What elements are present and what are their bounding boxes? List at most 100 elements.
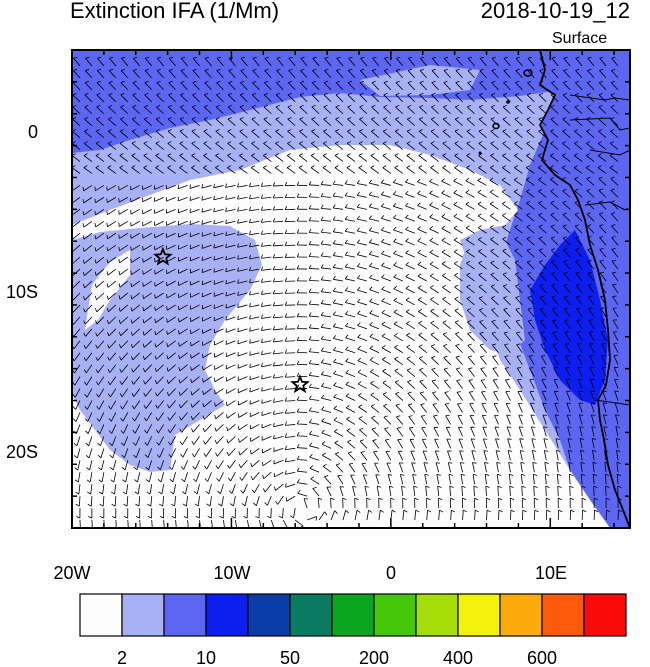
wind-barb-flag	[84, 418, 89, 422]
wind-barb-flag	[579, 414, 584, 416]
wind-barb-flag	[336, 56, 341, 59]
wind-barb-flag	[383, 92, 388, 96]
wind-barb-flag	[287, 141, 292, 144]
wind-barb-flag	[167, 153, 172, 156]
wind-barb	[381, 312, 392, 318]
wind-barb	[249, 340, 260, 344]
wind-barb	[107, 155, 117, 162]
wind-barb-flag	[296, 241, 300, 246]
wind-barb-flag	[261, 302, 263, 307]
wind-barb-flag	[360, 451, 365, 453]
wind-barb	[396, 416, 404, 425]
wind-barb-flag	[520, 450, 525, 452]
wind-barb-flag	[201, 208, 203, 213]
wind-barb-flag	[514, 165, 518, 168]
wind-barb-flag	[335, 141, 339, 144]
wind-barb	[225, 316, 236, 321]
wind-barb-flag	[419, 92, 424, 96]
wind-barb-flag	[393, 250, 397, 254]
wind-barb-flag	[146, 491, 151, 495]
wind-barb	[418, 311, 427, 318]
wind-barb-flag	[288, 80, 293, 83]
wind-barb-flag	[261, 374, 263, 380]
wind-barb-flag	[526, 141, 531, 144]
wind-barb	[467, 58, 475, 67]
wind-barb	[119, 268, 129, 276]
wind-barb-flag	[167, 416, 170, 421]
wind-barb-flag	[610, 188, 615, 191]
wind-barb	[381, 217, 391, 222]
wind-barb	[419, 94, 428, 103]
wind-barb-flag	[407, 391, 412, 394]
wind-barb	[505, 391, 511, 401]
wind-barb	[429, 181, 439, 186]
wind-barb	[335, 106, 344, 115]
wind-barb-flag	[381, 274, 385, 278]
wind-barb-flag	[264, 92, 269, 96]
wind-barb	[417, 181, 427, 186]
wind-barb-flag	[368, 203, 373, 208]
wind-barb	[496, 474, 499, 485]
wind-barb	[107, 256, 117, 264]
wind-barb	[538, 130, 547, 138]
wind-barb	[574, 143, 583, 150]
wind-barb-flag	[492, 367, 497, 369]
wind-barb-flag	[261, 314, 263, 319]
wind-barb	[143, 292, 152, 300]
wind-barb	[309, 398, 320, 401]
wind-barb	[237, 244, 248, 248]
wind-barb-flag	[284, 313, 288, 318]
wind-barb	[156, 106, 164, 115]
wind-barb	[216, 58, 224, 67]
wind-barb-flag	[405, 226, 409, 230]
wind-barb	[395, 94, 404, 103]
wind-barb	[419, 381, 428, 389]
wind-barb-flag	[405, 309, 410, 313]
wind-barb	[610, 213, 619, 222]
wind-barb	[405, 181, 415, 186]
wind-barb	[453, 180, 463, 186]
wind-barb-flag	[237, 219, 239, 224]
wind-barb-flag	[570, 509, 575, 513]
wind-barb	[514, 273, 523, 282]
wind-barb-flag	[534, 497, 539, 501]
wind-barb-flag	[249, 315, 251, 320]
wind-barb	[590, 391, 595, 401]
wind-barb	[575, 273, 583, 282]
wind-barb	[405, 264, 415, 270]
wind-barb-flag	[501, 201, 506, 204]
wind-barb-flag	[371, 427, 376, 430]
wind-barb-flag	[107, 393, 111, 398]
wind-barb	[407, 393, 416, 401]
wind-barb	[72, 167, 81, 174]
wind-barb-flag	[311, 141, 316, 144]
wind-barb	[178, 268, 188, 274]
wind-barb	[191, 143, 200, 150]
wind-barb	[113, 472, 117, 483]
wind-barb-flag	[586, 176, 591, 180]
wind-barb-flag	[486, 497, 491, 501]
wind-barb	[297, 447, 308, 449]
wind-barb	[589, 355, 595, 365]
wind-barb-flag	[345, 510, 349, 514]
wind-barb-flag	[424, 473, 429, 476]
wind-barb	[616, 462, 619, 473]
wind-barb	[273, 185, 284, 187]
wind-barb	[574, 94, 583, 103]
wind-barb	[83, 185, 93, 192]
wind-barb-flag	[383, 415, 388, 418]
wind-barb	[527, 70, 535, 79]
wind-barb-flag	[551, 295, 556, 298]
wind-barb	[85, 364, 93, 374]
wind-barb	[441, 216, 451, 222]
wind-barb	[518, 426, 523, 437]
wind-barb	[108, 328, 117, 337]
wind-barb-flag	[97, 454, 102, 459]
wind-barb	[612, 331, 619, 341]
wind-barb	[417, 240, 427, 246]
wind-barb	[359, 70, 368, 79]
wind-barb-flag	[358, 165, 363, 168]
wind-barb-flag	[483, 450, 488, 452]
wind-barb	[370, 130, 380, 138]
wind-barb	[515, 309, 523, 318]
